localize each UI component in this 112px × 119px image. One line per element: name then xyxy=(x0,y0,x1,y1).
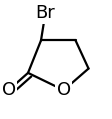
Text: O: O xyxy=(1,81,15,99)
Text: Br: Br xyxy=(35,4,55,22)
Text: O: O xyxy=(56,81,70,99)
